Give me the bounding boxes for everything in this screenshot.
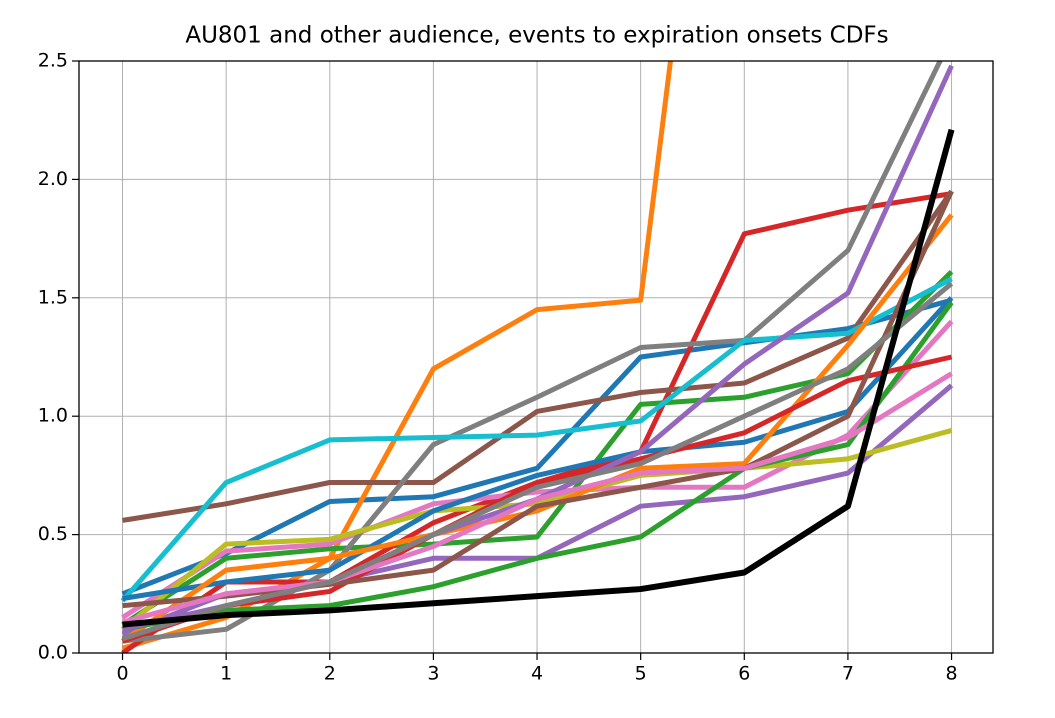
axes: 0 1 2 3 4 5 6 7 8 0.0 0.5 1.0 1.5 2.0 2.5	[38, 50, 958, 685]
x-tick-label: 1	[220, 663, 232, 685]
x-tick-label: 4	[531, 663, 543, 685]
x-tick-label: 7	[842, 663, 854, 685]
series-line	[121, 371, 953, 625]
plot-frame	[78, 60, 994, 654]
y-tick-label: 2.0	[38, 168, 68, 190]
series-line	[122, 301, 954, 632]
series-line	[121, 354, 953, 644]
series-line	[122, 296, 954, 602]
y-tick-label: 0.0	[38, 642, 68, 664]
y-tick-label: 0.5	[38, 523, 68, 545]
x-tick-label: 8	[946, 663, 958, 685]
x-tick-label: 0	[116, 663, 128, 685]
x-tick-label: 3	[427, 663, 439, 685]
y-tick-label: 2.5	[38, 50, 68, 72]
chart-title: AU801 and other audience, events to expi…	[185, 23, 888, 49]
y-tick-label: 1.5	[38, 286, 68, 308]
series-line	[122, 189, 954, 523]
series-line	[121, 281, 954, 642]
x-tick-label: 5	[635, 663, 647, 685]
x-tick-label: 2	[324, 663, 336, 685]
x-tick-label: 6	[738, 663, 750, 685]
lines	[120, 61, 955, 653]
series-line	[120, 276, 953, 603]
y-tick-label: 1.0	[38, 405, 68, 427]
series-line	[122, 128, 955, 628]
